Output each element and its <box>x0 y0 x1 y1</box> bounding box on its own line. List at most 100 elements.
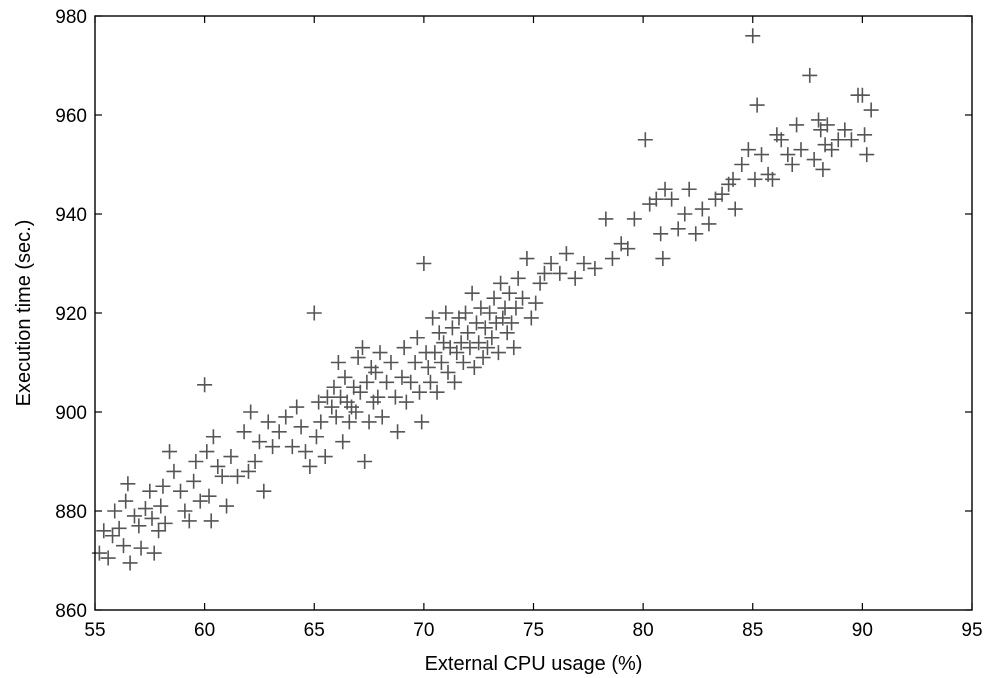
data-point <box>811 112 827 128</box>
data-point <box>664 191 680 207</box>
data-point <box>186 473 202 489</box>
data-point <box>773 132 789 148</box>
data-point <box>620 241 636 257</box>
data-point <box>479 340 495 356</box>
data-point <box>278 409 294 425</box>
data-point <box>749 97 765 113</box>
y-tick-label: 880 <box>55 502 87 523</box>
data-point <box>311 394 327 410</box>
data-point <box>734 157 750 172</box>
data-point <box>637 132 653 148</box>
data-point <box>210 458 226 474</box>
data-point <box>688 226 704 242</box>
data-point <box>370 389 386 405</box>
data-point <box>471 335 487 351</box>
data-point <box>576 256 592 271</box>
data-point <box>256 483 272 499</box>
data-point <box>438 305 454 321</box>
data-point <box>857 127 873 143</box>
data-point <box>240 463 256 479</box>
data-point <box>789 117 805 133</box>
data-point <box>486 290 502 306</box>
data-point <box>754 147 770 163</box>
data-point <box>598 211 614 227</box>
data-point <box>284 439 300 455</box>
x-tick-label: 90 <box>852 620 873 641</box>
data-point <box>151 523 167 539</box>
x-tick-label: 60 <box>194 620 215 641</box>
data-point <box>499 325 515 341</box>
data-point <box>341 414 357 430</box>
y-tick-label: 920 <box>55 304 87 325</box>
data-point <box>162 444 178 460</box>
data-point <box>201 488 217 504</box>
data-point <box>247 454 263 469</box>
data-point <box>681 181 697 197</box>
data-point <box>462 340 478 356</box>
x-tick-label: 85 <box>742 620 763 641</box>
data-point <box>714 186 730 202</box>
data-point <box>335 434 351 450</box>
data-point <box>372 345 388 361</box>
data-point <box>429 384 445 400</box>
data-point <box>653 226 669 242</box>
y-axis-label: Execution time (sec.) <box>13 220 35 407</box>
data-point <box>506 340 522 356</box>
data-point <box>330 355 346 370</box>
data-point <box>510 270 526 286</box>
data-point <box>863 102 879 118</box>
data-point <box>543 256 559 271</box>
data-point <box>205 429 221 445</box>
data-point <box>230 468 246 484</box>
data-point <box>359 374 375 390</box>
data-point <box>677 206 693 222</box>
data-point <box>519 251 535 267</box>
data-point <box>727 201 743 217</box>
data-point <box>173 483 189 499</box>
data-point <box>493 275 509 291</box>
data-point <box>197 377 213 393</box>
data-point <box>398 394 414 410</box>
x-tick-label: 70 <box>413 620 434 641</box>
data-point <box>843 132 859 148</box>
x-axis-ticks: 55 60 65 70 75 80 85 90 95 <box>84 16 983 641</box>
data-point <box>192 493 208 509</box>
data-point <box>819 117 835 133</box>
data-point <box>484 330 500 346</box>
y-axis-ticks: 860 880 900 920 940 960 980 <box>55 7 972 622</box>
data-point <box>137 501 153 517</box>
data-point <box>567 270 583 286</box>
data-point <box>466 359 482 375</box>
data-point <box>837 122 853 138</box>
data-point <box>313 414 329 430</box>
data-point <box>383 355 399 370</box>
data-point <box>802 67 818 83</box>
data-point <box>482 305 498 321</box>
data-point <box>105 528 121 544</box>
data-point <box>297 444 313 460</box>
data-point <box>403 374 419 390</box>
data-point <box>350 350 366 366</box>
y-tick-label: 940 <box>55 205 87 226</box>
data-point <box>131 518 147 534</box>
data-point <box>251 434 267 450</box>
data-point <box>293 419 309 435</box>
data-point <box>604 251 620 267</box>
data-point <box>648 191 664 207</box>
data-point <box>120 476 136 492</box>
x-axis-label: External CPU usage (%) <box>425 653 643 675</box>
data-point <box>830 132 846 148</box>
data-point <box>694 201 710 217</box>
data-point <box>100 550 116 566</box>
data-point <box>374 409 390 425</box>
data-point <box>308 429 324 445</box>
data-point <box>214 468 230 484</box>
data-point <box>460 325 476 341</box>
data-point <box>447 374 463 390</box>
data-point <box>508 300 524 316</box>
x-tick-label: 55 <box>84 620 105 641</box>
data-point <box>337 369 353 385</box>
data-point <box>219 498 235 514</box>
data-point <box>780 147 796 163</box>
